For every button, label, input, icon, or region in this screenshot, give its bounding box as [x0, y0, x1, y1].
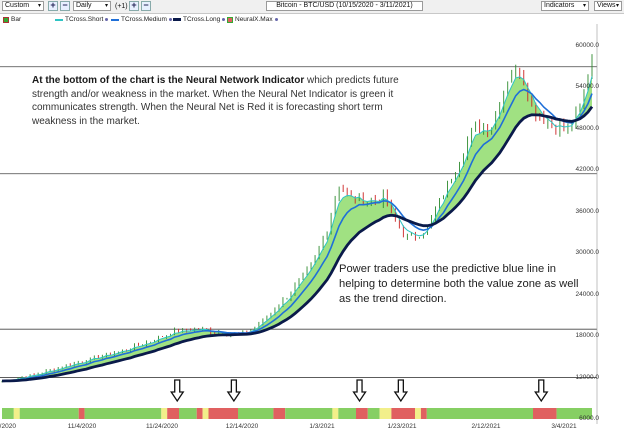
neural-segment-green	[338, 408, 356, 419]
settings-dot-icon	[168, 18, 172, 21]
blue-line-note: Power traders use the predictive blue li…	[339, 263, 579, 305]
views-select-value: Views	[597, 2, 616, 9]
settings-dot-icon	[274, 18, 278, 21]
interval-select-value: Daily	[76, 2, 92, 9]
y-tick-label: 30000.0	[575, 249, 600, 257]
x-tick-label: 5/2020	[0, 423, 16, 430]
neural-segment-red	[167, 408, 179, 419]
neural-segment-red	[356, 408, 368, 419]
interval-offset: (+1)	[115, 3, 128, 10]
tcross-long-line	[1, 105, 594, 383]
neural-network-note: At the bottom of the chart is the Neural…	[32, 74, 402, 128]
line-swatch-icon	[111, 18, 119, 21]
price-chart[interactable]	[0, 24, 624, 434]
chevron-down-icon: ▾	[615, 3, 619, 9]
settings-dot-icon	[105, 18, 109, 21]
tcross-short-line	[1, 76, 593, 382]
neural-segment-red	[391, 408, 415, 419]
chevron-down-icon: ▾	[37, 3, 41, 9]
tcross-medium-line	[1, 88, 593, 382]
x-tick-label: 1/23/2021	[387, 423, 417, 430]
bar-swatch-icon	[227, 16, 233, 23]
line-swatch-icon	[55, 18, 63, 21]
zoom-in-button[interactable]: +	[48, 1, 58, 11]
x-tick-label: 11/4/2020	[67, 423, 97, 430]
down-arrow-icon	[170, 379, 185, 403]
neural-segment-red	[78, 408, 85, 419]
y-tick-label: 36000.0	[575, 207, 600, 215]
y-tick-label: 48000.0	[575, 124, 600, 132]
line-swatch-icon	[173, 18, 181, 21]
neural-segment-green	[367, 408, 380, 419]
bar-swatch-icon	[3, 16, 9, 23]
neural-segment-green	[2, 408, 14, 419]
neural-segment-yellow	[415, 408, 421, 419]
legend-label: TCross.Medium	[121, 16, 167, 23]
y-tick-label: 42000.0	[575, 166, 600, 174]
settings-dot-icon	[222, 18, 226, 21]
neural-segment-red	[533, 408, 557, 419]
down-arrow-icon	[393, 379, 409, 403]
chevron-down-icon: ▾	[104, 3, 108, 9]
legend-item-tcross-long[interactable]: TCross.Long	[173, 16, 226, 23]
down-arrow-icon	[352, 379, 367, 403]
legend-item-tcross-short[interactable]: TCross.Short	[55, 16, 109, 23]
neural-segment-green	[238, 408, 274, 419]
y-tick-label: 54000.0	[575, 83, 600, 91]
neural-segment-red	[208, 408, 238, 419]
remove-bar-button[interactable]: −	[141, 1, 151, 11]
neural-segment-green	[285, 408, 333, 419]
add-bar-button[interactable]: +	[129, 1, 139, 11]
neural-segment-green	[84, 408, 162, 419]
indicators-select[interactable]: Indicators ▾	[541, 1, 589, 11]
zoom-out-button[interactable]: −	[60, 1, 70, 11]
chart-toolbar: Custom ▾ + − Daily ▾ (+1) + − Bitcoin - …	[0, 0, 624, 14]
x-tick-label: 12/14/2020	[225, 423, 259, 430]
neural-segment-red	[420, 408, 427, 419]
neural-segment-yellow	[13, 408, 20, 419]
y-tick-label: 12000.0	[575, 373, 600, 381]
down-arrow-icon	[534, 379, 549, 403]
y-tick-label: 18000.0	[575, 332, 600, 340]
chart-select-value: Custom	[5, 2, 30, 9]
chart-select[interactable]: Custom ▾	[2, 1, 44, 11]
y-tick-label: 60000.0	[575, 42, 600, 49]
neural-segment-green	[179, 408, 197, 419]
neural-segment-green	[556, 408, 592, 419]
legend-item-bar[interactable]: Bar	[3, 16, 21, 23]
neural-segment-yellow	[202, 408, 209, 419]
legend-label: Bar	[11, 16, 22, 23]
chevron-down-icon: ▾	[582, 3, 586, 9]
note-rest: which predicts future strength and/or we…	[32, 75, 399, 127]
neural-segment-red	[196, 408, 203, 419]
legend-label: TCross.Long	[183, 16, 221, 23]
note-bold: At the bottom of the chart is the Neural…	[32, 75, 305, 86]
chart-title: Bitcoin - BTC/USD (10/15/2020 - 3/11/202…	[266, 1, 423, 11]
trend-fill-area	[2, 76, 592, 382]
neural-segment-green	[19, 408, 79, 419]
neural-segment-yellow	[332, 408, 339, 419]
x-tick-label: 3/4/2021	[551, 423, 577, 430]
neural-segment-yellow	[379, 408, 392, 419]
neural-segment-yellow	[161, 408, 168, 419]
y-tick-label: 24000.0	[575, 290, 600, 298]
legend-item-neuralx-max[interactable]: NeuralX.Max	[227, 16, 278, 23]
x-tick-label: 1/3/2021	[309, 423, 335, 430]
legend-label: NeuralX.Max	[235, 16, 273, 23]
legend-label: TCross.Short	[65, 16, 104, 23]
x-tick-label: 2/12/2021	[471, 423, 501, 430]
views-select[interactable]: Views ▾	[594, 1, 622, 11]
neural-segment-red	[273, 408, 286, 419]
legend-item-tcross-medium[interactable]: TCross.Medium	[111, 16, 172, 23]
y-tick-label: 6000.0	[579, 415, 599, 422]
interval-select[interactable]: Daily ▾	[73, 1, 111, 11]
neural-segment-green	[426, 408, 533, 419]
down-arrow-icon	[226, 379, 242, 403]
indicators-select-value: Indicators	[544, 2, 575, 9]
x-tick-label: 11/24/2020	[145, 423, 179, 430]
